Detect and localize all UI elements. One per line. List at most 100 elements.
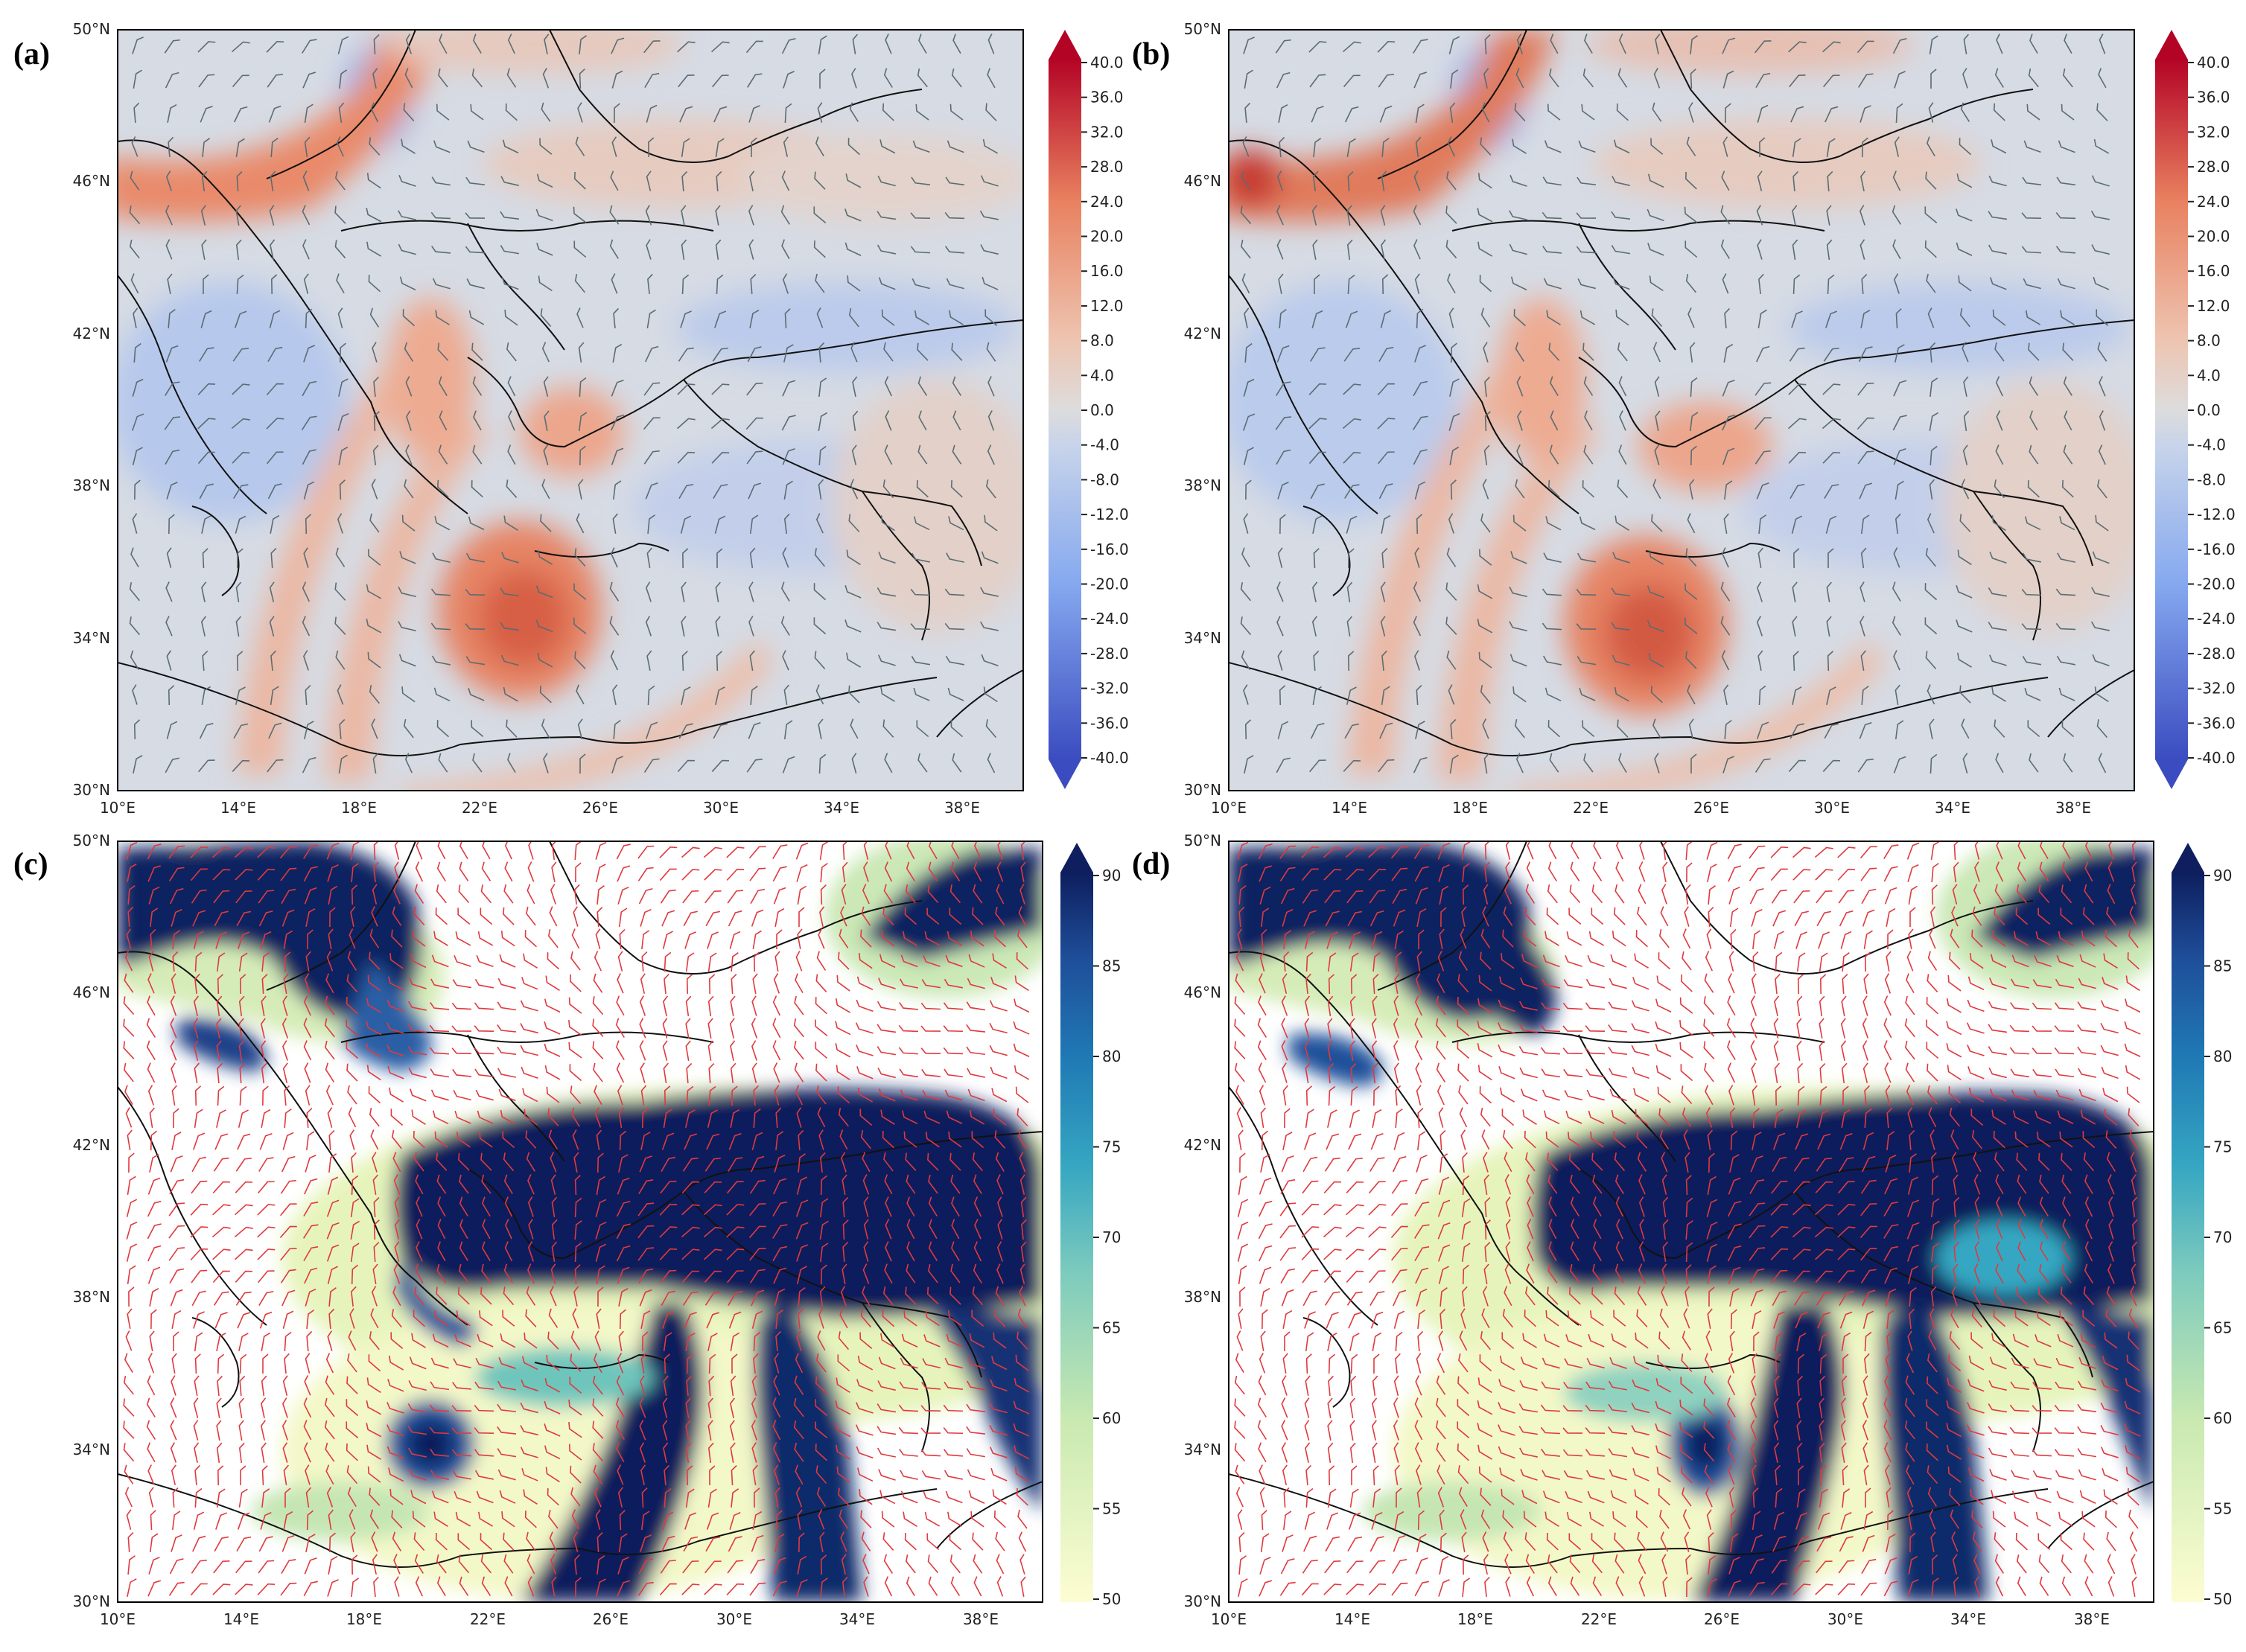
- wind-barb: [216, 1488, 226, 1508]
- wind-barb: [305, 1085, 311, 1106]
- wind-barb: [882, 479, 894, 499]
- wind-barb: [1770, 846, 1789, 858]
- wind-barb: [438, 376, 448, 396]
- wind-barb: [2083, 1286, 2095, 1306]
- svg-text:26°E: 26°E: [582, 799, 618, 817]
- wind-barb: [1679, 1042, 1693, 1059]
- wind-barb: [686, 1085, 694, 1106]
- wind-barb: [1685, 841, 1693, 861]
- wind-barb: [947, 1511, 962, 1527]
- wind-barb: [2124, 1021, 2141, 1035]
- wind-barb: [2059, 1310, 2073, 1327]
- wind-barb: [618, 1533, 628, 1553]
- wind-barb: [127, 1578, 137, 1597]
- wind-barb: [750, 888, 766, 905]
- wind-barb: [973, 1196, 982, 1217]
- wind-barb: [1614, 1554, 1625, 1574]
- wind-barb: [751, 1155, 765, 1173]
- wind-barb: [1726, 1420, 1736, 1440]
- wind-barb: [660, 1559, 676, 1574]
- wind-barb: [990, 1066, 1008, 1079]
- wind-barb: [237, 1312, 250, 1329]
- wind-barb: [840, 1531, 847, 1552]
- wind-barb: [1520, 978, 1538, 989]
- wind-barb: [478, 1310, 493, 1327]
- wind-barb: [198, 74, 215, 88]
- wind-barb: [1749, 1202, 1766, 1216]
- wind-barb: [430, 1002, 450, 1010]
- wind-barb: [1841, 1442, 1847, 1463]
- wind-barb: [386, 1446, 404, 1459]
- wind-barb: [782, 547, 789, 568]
- wind-barb: [1413, 1224, 1430, 1239]
- wind-barb: [202, 650, 209, 672]
- wind-barb: [1526, 1263, 1535, 1284]
- wind-barb: [1749, 1268, 1765, 1284]
- wind-barb: [282, 1062, 288, 1083]
- wind-barb: [1412, 415, 1428, 430]
- wind-barb: [569, 1377, 582, 1394]
- wind-barb: [1991, 1333, 2007, 1348]
- wind-barb: [905, 884, 916, 904]
- wind-barb: [813, 583, 827, 601]
- wind-barb: [1498, 1424, 1515, 1436]
- wind-barb: [416, 1196, 423, 1217]
- wind-barb: [172, 951, 179, 972]
- wind-barb: [1257, 1040, 1267, 1060]
- wind-barb: [685, 1397, 691, 1418]
- wind-barb: [1327, 1333, 1337, 1351]
- wind-barb: [1415, 1178, 1429, 1195]
- wind-barb: [2010, 1002, 2030, 1010]
- wind-barb: [1708, 1555, 1717, 1575]
- wind-barb: [547, 952, 560, 970]
- wind-barb: [334, 240, 346, 259]
- wind-barb: [730, 1375, 737, 1397]
- wind-barb: [1313, 138, 1322, 158]
- wind-barb: [596, 1176, 605, 1195]
- wind-barb: [2011, 1470, 2029, 1480]
- wind-barb: [259, 1311, 273, 1329]
- wind-barb: [1948, 1086, 1962, 1104]
- wind-barb: [848, 514, 860, 532]
- wind-barb: [303, 866, 318, 882]
- wind-barb: [393, 1174, 401, 1195]
- colorbar-tick-label: 8.0: [1090, 332, 1114, 350]
- wind-barb: [2092, 654, 2110, 667]
- wind-barb: [579, 445, 586, 466]
- wind-barb: [1793, 1157, 1810, 1172]
- wind-barb: [1655, 1378, 1672, 1393]
- wind-barb: [856, 1446, 874, 1459]
- wind-barb: [1445, 205, 1457, 224]
- wind-barb: [818, 412, 828, 431]
- wind-barb: [1579, 310, 1596, 325]
- wind-barb: [859, 1109, 873, 1126]
- wind-barb: [1238, 884, 1247, 905]
- wind-barb: [1770, 1583, 1788, 1596]
- wind-barb: [1327, 1420, 1333, 1441]
- wind-barb: [835, 1021, 851, 1036]
- wind-barb: [1540, 1426, 1561, 1435]
- wind-barb: [1631, 1000, 1649, 1012]
- wind-barb: [1503, 906, 1513, 926]
- wind-barb: [1585, 1427, 1606, 1435]
- wind-barb: [1543, 1110, 1560, 1125]
- wind-barb: [1544, 687, 1562, 702]
- wind-barb: [482, 1196, 491, 1217]
- wind-barb: [1886, 1510, 1894, 1531]
- wind-barb: [415, 1576, 423, 1597]
- wind-barb: [996, 1576, 1004, 1597]
- wind-barb: [882, 1310, 895, 1327]
- wind-barb: [545, 975, 560, 992]
- wind-barb: [1632, 1356, 1649, 1371]
- wind-barb: [260, 1511, 272, 1530]
- wind-barb: [1282, 1464, 1288, 1485]
- wind-barb: [1635, 1332, 1649, 1349]
- wind-barb: [502, 1310, 515, 1327]
- wind-barb: [334, 205, 346, 224]
- wind-barb: [2032, 1470, 2052, 1480]
- wind-barb: [1658, 952, 1671, 970]
- wind-barb: [1393, 1420, 1399, 1441]
- wind-barb: [992, 953, 1007, 969]
- wind-barb: [944, 1357, 963, 1369]
- wind-barb: [1311, 616, 1317, 637]
